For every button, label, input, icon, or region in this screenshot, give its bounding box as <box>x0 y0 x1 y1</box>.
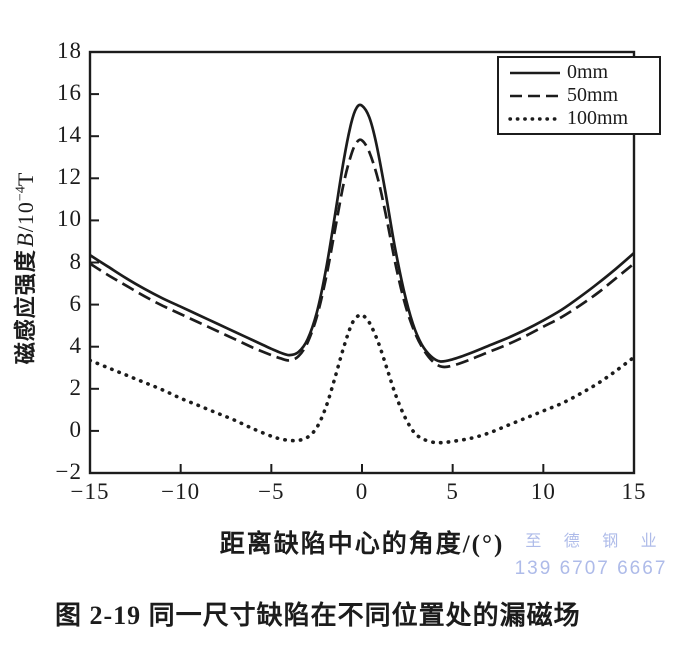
x-tick-label: 5 <box>446 479 459 504</box>
y-axis-label-variable: B <box>13 232 38 248</box>
y-axis-label: 磁感应强度B/10−4T <box>8 172 40 365</box>
dotted-line-sample-icon <box>508 116 562 121</box>
x-tick-label: −5 <box>258 479 285 504</box>
legend-row-100mm: 100mm <box>507 107 653 130</box>
figure-caption: 图 2-19 同一尺寸缺陷在不同位置处的漏磁场 <box>55 601 581 630</box>
solid-line-sample-icon <box>510 71 560 74</box>
x-tick-label: −10 <box>161 479 201 504</box>
x-tick-label: 15 <box>621 479 647 504</box>
y-tick-label: 10 <box>57 206 82 232</box>
y-axis-label-base: /10 <box>13 201 38 233</box>
y-tick-label: 2 <box>69 375 82 401</box>
watermark-phone: 139 6707 6667 <box>514 558 668 579</box>
y-tick-label: 6 <box>69 290 82 316</box>
y-tick-label: 14 <box>57 122 82 148</box>
y-tick-label: −2 <box>55 459 82 485</box>
legend-label-0mm: 0mm <box>567 61 609 83</box>
y-tick-label: 8 <box>69 248 82 274</box>
y-tick-label: 18 <box>57 38 82 64</box>
dashed-line-sample-icon <box>510 94 560 97</box>
y-tick-label: 12 <box>57 164 82 190</box>
legend-row-50mm: 50mm <box>507 84 653 107</box>
y-axis-label-prefix: 磁感应强度 <box>13 249 38 365</box>
legend: 0mm 50mm 100mm <box>497 56 661 135</box>
curve-50mm <box>89 138 635 369</box>
y-tick-label: 4 <box>69 332 82 358</box>
y-tick-label: 0 <box>69 417 82 443</box>
curve-0mm <box>89 103 635 363</box>
legend-row-0mm: 0mm <box>507 61 653 84</box>
curve-100mm <box>89 313 635 445</box>
legend-label-50mm: 50mm <box>567 84 619 106</box>
y-tick-label: 16 <box>57 80 82 106</box>
y-axis-label-unit: T <box>13 171 38 187</box>
x-tick-label: 0 <box>355 479 369 504</box>
x-tick-label: 10 <box>530 479 556 504</box>
x-tick-label: −15 <box>70 479 110 504</box>
y-axis-label-superscript: −4 <box>13 186 29 202</box>
x-axis-label: 距离缺陷中心的角度/(°) <box>219 531 505 558</box>
watermark: 至 德 钢 业 139 6707 6667 <box>505 528 677 582</box>
legend-label-100mm: 100mm <box>567 107 629 129</box>
watermark-company: 至 德 钢 业 <box>525 533 666 550</box>
